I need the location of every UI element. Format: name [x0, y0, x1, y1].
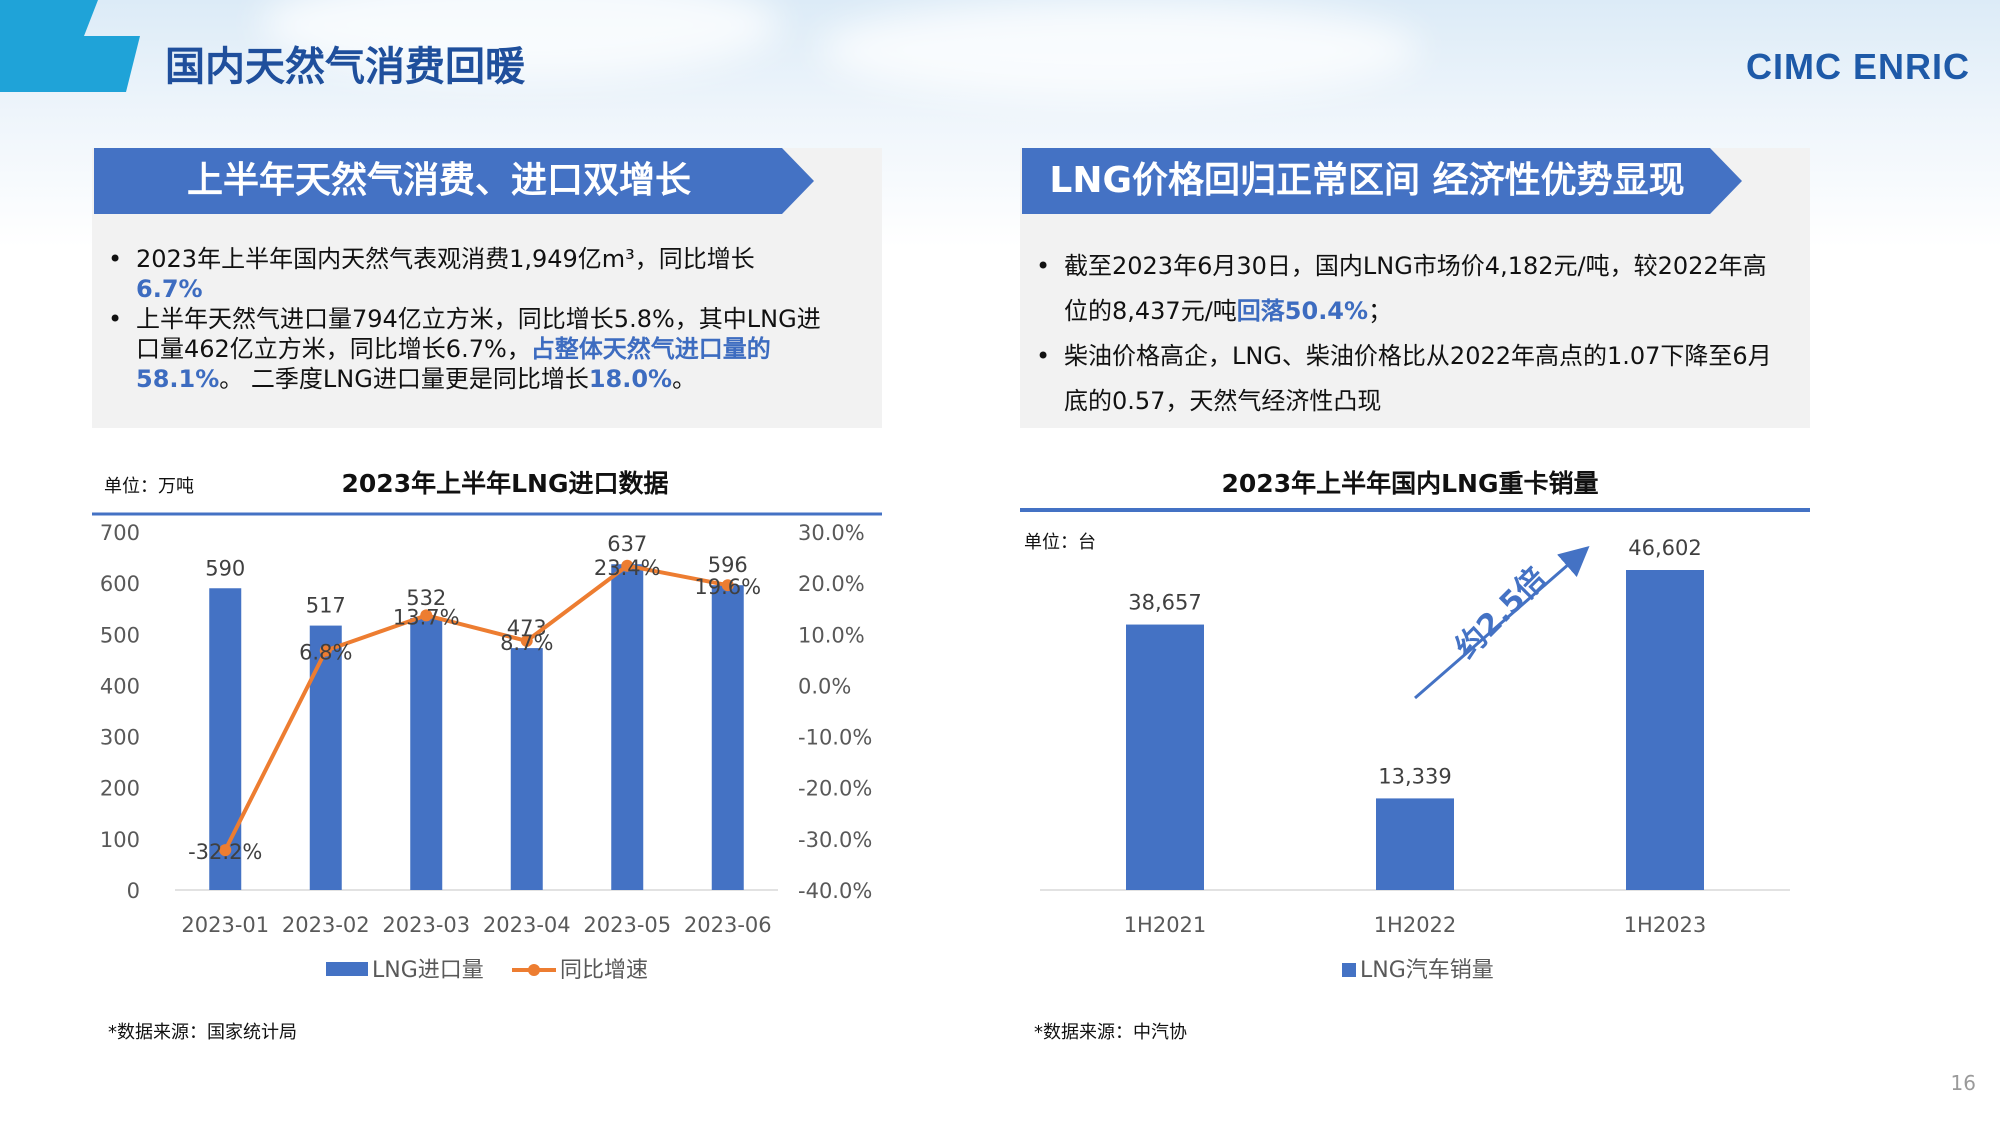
page-number: 16: [1950, 1071, 1976, 1095]
bar: [209, 588, 242, 890]
line-point: [319, 644, 332, 657]
company-logo: CIMC ENRIC: [1746, 46, 1970, 87]
right-banner: LNG价格回归正常区间 经济性优势显现: [1022, 148, 1742, 214]
cloud-decoration: [820, 0, 1420, 100]
bar-data-label: 532: [406, 586, 446, 610]
line-point: [420, 609, 433, 622]
legend-bar-label: LNG汽车销量: [1360, 958, 1494, 983]
line-data-label: -32.2%: [188, 840, 262, 864]
left-banner: 上半年天然气消费、进口双增长: [94, 148, 814, 214]
line-data-label: 19.6%: [694, 575, 761, 599]
page-title: 国内天然气消费回暖: [165, 44, 525, 90]
y2-axis-tick: -40.0%: [798, 879, 872, 903]
line-data-label: 8.7%: [500, 631, 553, 655]
bar-data-label: 517: [306, 594, 346, 618]
right-bullet-2: 柴油价格高企，LNG、柴油价格比从2022年高点的1.07下降至6月底的0.57…: [1032, 334, 1772, 424]
x-axis-tick: 1H2022: [1374, 913, 1457, 937]
bar: [410, 617, 443, 890]
bar-data-label: 13,339: [1378, 764, 1451, 788]
bar: [711, 585, 744, 890]
y2-axis-tick: -10.0%: [798, 726, 872, 750]
growth-arrow: [1414, 546, 1590, 700]
y-axis-tick: 700: [100, 521, 140, 545]
bar: [611, 564, 644, 890]
y2-axis-tick: 20.0%: [798, 572, 865, 596]
legend-line-label: 同比增速: [560, 958, 648, 983]
x-axis-tick: 2023-06: [684, 913, 772, 937]
bar: [1126, 624, 1204, 890]
line-point: [721, 579, 734, 592]
left-data-source: *数据来源：国家统计局: [108, 1022, 297, 1043]
unit-label: 单位：台: [1024, 532, 1096, 553]
y-axis-tick: 0: [127, 879, 140, 903]
bar-data-label: 46,602: [1628, 536, 1701, 560]
growth-annotation: 约2.5倍: [1449, 561, 1554, 666]
legend-line-marker: [528, 964, 540, 976]
left-banner-title: 上半年天然气消费、进口双增长: [186, 160, 691, 201]
y2-axis-tick: 10.0%: [798, 623, 865, 647]
y-axis-tick: 600: [100, 572, 140, 596]
bar-data-label: 637: [607, 532, 647, 556]
bar: [510, 648, 543, 890]
y2-axis-tick: -30.0%: [798, 828, 872, 852]
y2-axis-tick: -20.0%: [798, 777, 872, 801]
y2-axis-tick: 0.0%: [798, 674, 851, 698]
left-bullet-list: 2023年上半年国内天然气表观消费1,949亿m³，同比增长6.7% 上半年天然…: [104, 244, 844, 394]
left-bullet-1: 2023年上半年国内天然气表观消费1,949亿m³，同比增长6.7%: [104, 244, 844, 304]
left-bullet-2: 上半年天然气进口量794亿立方米，同比增长5.8%，其中LNG进口量462亿立方…: [104, 304, 844, 394]
growth-rate-line: [223, 563, 729, 852]
x-axis-tick: 2023-02: [282, 913, 370, 937]
x-axis-tick: 1H2023: [1624, 913, 1707, 937]
x-axis-tick: 1H2021: [1124, 913, 1207, 937]
x-axis-tick: 2023-01: [181, 913, 269, 937]
y-axis-tick: 300: [100, 726, 140, 750]
legend-bar-swatch: [1342, 963, 1356, 977]
legend-bar-label: LNG进口量: [372, 958, 484, 983]
bar-data-label: 596: [708, 553, 748, 577]
chart-title: 2023年上半年国内LNG重卡销量: [1222, 469, 1599, 498]
x-axis-tick: 2023-03: [382, 913, 470, 937]
legend-bar-swatch: [326, 962, 368, 976]
corner-brand-shape: [0, 0, 140, 92]
bar-data-label: 590: [205, 556, 245, 580]
line-point: [520, 634, 533, 647]
bar: [1376, 798, 1454, 890]
bar-data-label: 38,657: [1128, 591, 1201, 615]
y-axis-tick: 500: [100, 623, 140, 647]
line-point: [621, 559, 634, 572]
line-point: [219, 844, 232, 857]
unit-label: 单位：万吨: [104, 476, 194, 497]
line-data-label: 23.4%: [594, 556, 661, 580]
banner-arrow-shape: [94, 148, 814, 214]
y-axis-tick: 100: [100, 828, 140, 852]
line-data-label: 13.7%: [393, 605, 460, 629]
y-axis-tick: 400: [100, 674, 140, 698]
chart-title: 2023年上半年LNG进口数据: [342, 469, 669, 498]
right-data-source: *数据来源：中汽协: [1034, 1022, 1187, 1043]
line-data-label: 6.8%: [299, 641, 352, 665]
right-bullet-1: 截至2023年6月30日，国内LNG市场价4,182元/吨，较2022年高位的8…: [1032, 244, 1772, 334]
banner-arrow-shape: [1022, 148, 1742, 214]
right-banner-title: LNG价格回归正常区间 经济性优势显现: [1049, 160, 1685, 201]
y-axis-tick: 200: [100, 777, 140, 801]
bar: [1626, 570, 1704, 890]
x-axis-tick: 2023-04: [483, 913, 571, 937]
x-axis-tick: 2023-05: [583, 913, 671, 937]
y2-axis-tick: 30.0%: [798, 521, 865, 545]
right-bullet-list: 截至2023年6月30日，国内LNG市场价4,182元/吨，较2022年高位的8…: [1032, 244, 1772, 424]
